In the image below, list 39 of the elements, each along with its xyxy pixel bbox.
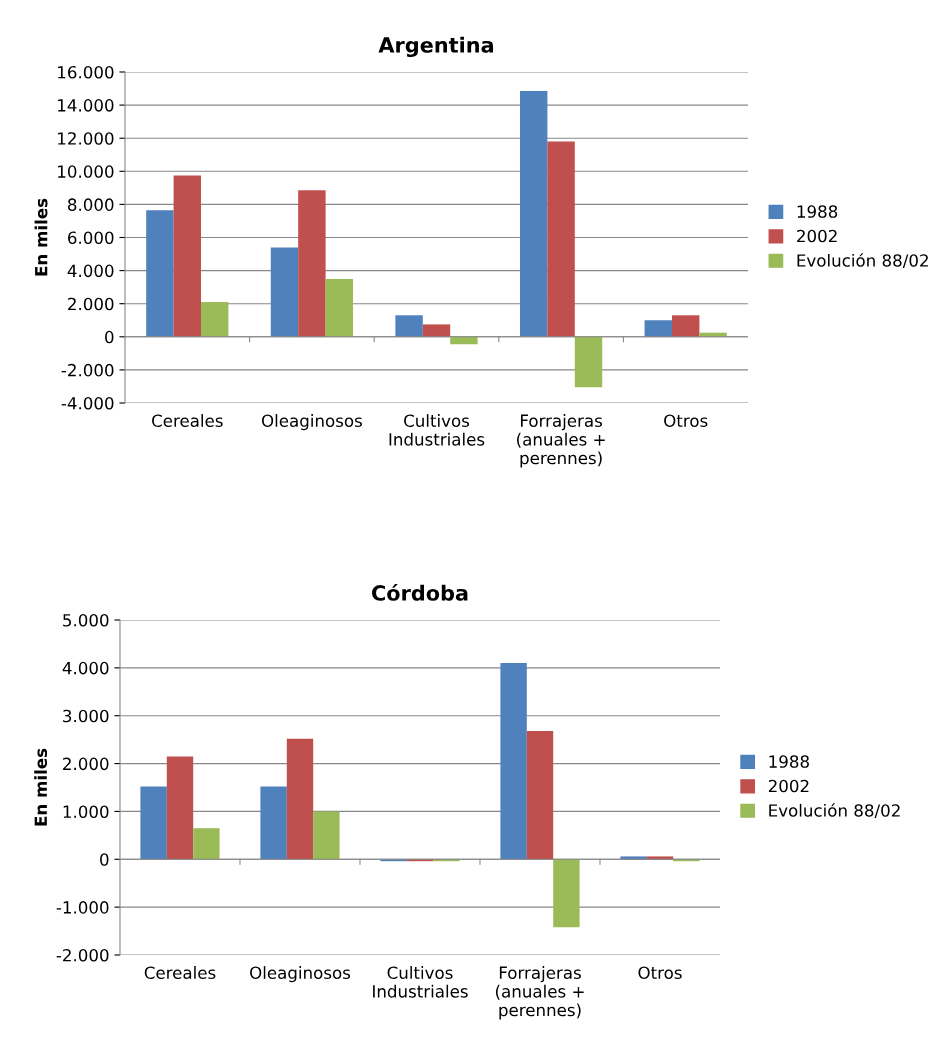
y-tick-label: 12.000 [58, 132, 114, 145]
legend-label: Evolución 88/02 [797, 253, 928, 269]
legend-label: 1988 [769, 755, 809, 768]
x-tick-label: Forrajeras (anuales + perennes) [495, 966, 584, 1020]
y-tick-label: 6.000 [68, 231, 114, 245]
x-tick-label: Cultivos Industriales [373, 966, 468, 998]
y-tick-label: 4.000 [62, 661, 109, 675]
y-tick-label: 0 [100, 853, 109, 866]
y-tick-label: 10.000 [58, 165, 114, 178]
x-tick-label: Otros [638, 966, 682, 980]
y-tick-label: -1.000 [56, 901, 109, 914]
x-tick-label: Forrajeras (anuales + perennes) [517, 414, 605, 468]
y-tick-label: 2.000 [63, 757, 109, 771]
y-tick-label: 2.000 [68, 297, 114, 311]
y-tick-label: -2.000 [56, 948, 109, 962]
legend-label: 1988 [797, 205, 838, 218]
x-tick-label: Oleaginosos [261, 414, 362, 431]
x-tick-label: Cultivos Industriales [389, 414, 485, 446]
legend-label: 2002 [797, 229, 837, 243]
y-tick-label: 1.000 [63, 805, 109, 818]
y-tick-label: 16.000 [58, 65, 114, 79]
y-axis-title: En miles [34, 198, 48, 276]
y-tick-label: 3.000 [63, 709, 109, 723]
legend-label: Evolución 88/02 [769, 803, 900, 819]
y-tick-label: 4.000 [67, 264, 114, 278]
y-tick-label: 8.000 [68, 198, 114, 211]
y-tick-label: 0 [105, 330, 114, 344]
y-tick-label: -4.000 [61, 396, 114, 410]
x-tick-label: Cereales [144, 966, 216, 980]
x-tick-label: Otros [664, 414, 708, 428]
x-tick-label: Cereales [152, 414, 223, 428]
chart-title: Córdoba [372, 583, 468, 601]
chart-title: Argentina [378, 36, 493, 58]
y-tick-label: 14.000 [58, 99, 114, 112]
x-tick-label: Oleaginosos [250, 966, 351, 983]
y-tick-label: 5.000 [63, 613, 109, 627]
y-axis-title: En miles [34, 748, 48, 826]
legend-label: 2002 [768, 779, 809, 793]
y-tick-label: -2.000 [61, 363, 114, 377]
